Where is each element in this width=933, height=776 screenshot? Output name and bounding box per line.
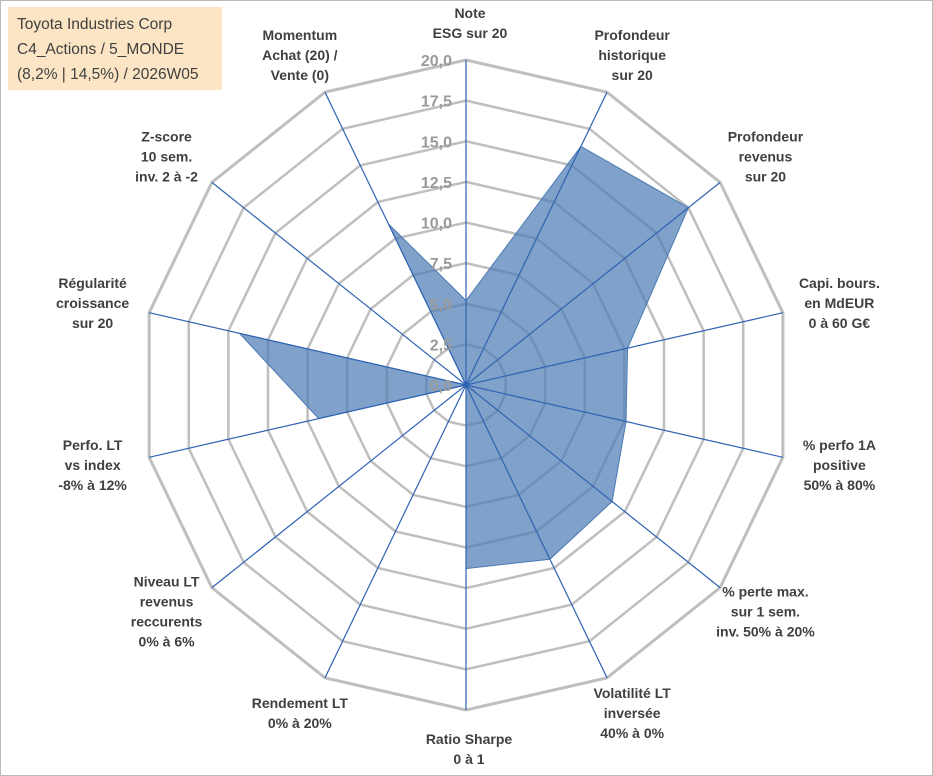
axis-label-line: Niveau LT [134, 574, 200, 590]
axis-label-line: sur 20 [745, 168, 786, 184]
axis-spoke [465, 312, 783, 386]
axis-label-line: Rendement LT [252, 695, 349, 711]
axis-label-line: 0% à 6% [139, 634, 196, 650]
axis-label: Momentum Achat (20) / Vente (0) [262, 27, 338, 83]
tick-label: 5,0 [430, 297, 452, 314]
tick-label: 20,0 [421, 53, 452, 70]
axis-label-line: reccurents [131, 614, 203, 630]
axis-label-line: Volatilité LT [594, 685, 672, 701]
axis-label-line: 50% à 80% [804, 477, 876, 493]
axis-spoke [211, 181, 467, 386]
axis-label: Rendement LT 0% à 20% [252, 695, 349, 731]
axis-spoke [149, 384, 467, 458]
axis-spoke [324, 384, 467, 679]
axis-label: Profondeur historique sur 20 [594, 27, 670, 83]
axis-spoke [324, 91, 467, 386]
tick-label: 12,5 [421, 175, 452, 192]
axis-label-line: croissance [56, 295, 129, 311]
axis-label-line: revenus [140, 594, 194, 610]
axis-spoke [211, 384, 467, 589]
tick-label: 2,5 [430, 337, 452, 354]
axis-label-line: Achat (20) / [262, 47, 338, 63]
axis-label-line: Vente (0) [271, 67, 329, 83]
axis-label: Capi. bours. en MdEUR 0 à 60 G€ [799, 275, 880, 331]
axis-label-line: Note [454, 5, 485, 21]
axis-label-line: 0% à 20% [268, 715, 332, 731]
axis-label-line: Profondeur [728, 128, 804, 144]
company-name: Toyota Industries Corp [17, 16, 173, 33]
axis-label: % perfo 1A positive 50% à 80% [803, 437, 876, 493]
tick-label: 10,0 [421, 216, 452, 233]
axis-label-line: historique [598, 47, 666, 63]
axis-label-line: Ratio Sharpe [426, 731, 513, 747]
axis-label-line: 40% à 0% [600, 725, 664, 741]
axis-label-line: inv. 50% à 20% [716, 624, 815, 640]
axis-label-line: inversée [604, 705, 661, 721]
axis-label: % perte max. sur 1 sem. inv. 50% à 20% [716, 584, 815, 640]
axis-label-line: sur 20 [72, 315, 113, 331]
axis-label-line: Régularité [58, 275, 127, 291]
axis-label-line: Perfo. LT [63, 437, 123, 453]
axis-label-line: inv. 2 à -2 [135, 168, 198, 184]
period-info: (8,2% | 14,5%) / 2026W05 [17, 66, 199, 83]
axis-label-line: Momentum [262, 27, 337, 43]
label-layer: Note ESG sur 20 Profondeur historique sur 20… [56, 5, 880, 767]
axis-label-line: revenus [739, 148, 793, 164]
portfolio-name: C4_Actions / 5_MONDE [17, 41, 185, 58]
axis-label: Régularité croissance sur 20 [56, 275, 129, 331]
tick-label: 15,0 [421, 134, 452, 151]
tick-label: 0,0 [430, 378, 452, 395]
axis-label-line: 0 à 1 [453, 751, 484, 767]
axis-label-line: Z-score [141, 128, 192, 144]
axis-label-line: sur 20 [612, 67, 653, 83]
axis-label: Volatilité LT inversée 40% à 0% [594, 685, 672, 741]
axis-spoke [465, 91, 608, 386]
axis-label: Profondeur revenus sur 20 [728, 128, 804, 184]
tick-label: 7,5 [430, 256, 452, 273]
axis-label-line: Profondeur [594, 27, 670, 43]
axis-label-line: ESG sur 20 [433, 25, 508, 41]
axis-label: Z-score 10 sem. inv. 2 à -2 [135, 128, 198, 184]
axis-label-line: Capi. bours. [799, 275, 880, 291]
axis-label-line: sur 1 sem. [731, 604, 800, 620]
axis-label-line: vs index [65, 457, 121, 473]
axis-label-line: % perfo 1A [803, 437, 876, 453]
axis-label: Ratio Sharpe 0 à 1 [426, 731, 513, 767]
axis-layer [149, 60, 783, 710]
title-box: Toyota Industries Corp C4_Actions / 5_MO… [8, 7, 222, 90]
axis-spoke [465, 384, 783, 458]
axis-label-line: -8% à 12% [58, 477, 127, 493]
axis-label: Niveau LT revenus reccurents 0% à 6% [131, 574, 203, 650]
axis-label-line: 10 sem. [141, 148, 192, 164]
axis-spoke [149, 312, 467, 386]
tick-label: 17,5 [421, 94, 452, 111]
axis-spoke [465, 384, 608, 679]
axis-label-line: 0 à 60 G€ [809, 315, 871, 331]
axis-label-line: % perte max. [722, 584, 808, 600]
axis-label-line: positive [813, 457, 866, 473]
axis-label: Perfo. LT vs index -8% à 12% [58, 437, 127, 493]
axis-spoke [465, 384, 721, 589]
axis-spoke [465, 181, 721, 386]
axis-label-line: en MdEUR [804, 295, 874, 311]
axis-label: Note ESG sur 20 [433, 5, 508, 41]
tick-layer: 0,0 2,5 5,0 7,5 10,0 12,5 15,0 17,5 20,0 [421, 53, 452, 395]
